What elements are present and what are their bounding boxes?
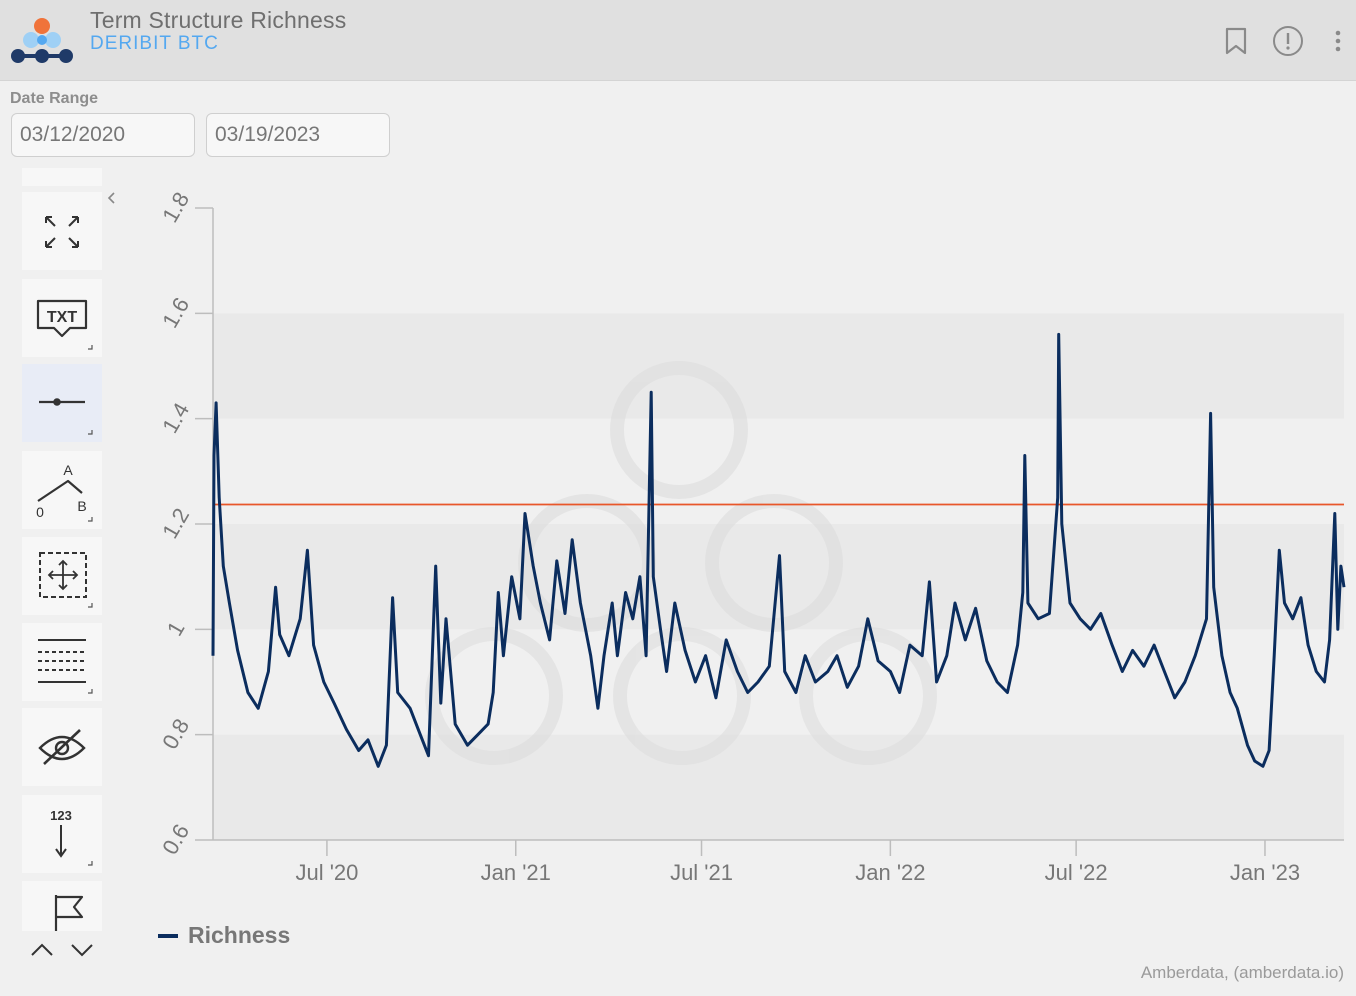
x-tick-label: Jul '22 [1045, 860, 1108, 885]
horizontal-line-icon [39, 398, 93, 435]
abc-pattern-tool[interactable]: A B 0 [22, 451, 102, 529]
start-date-input[interactable] [11, 113, 195, 157]
dashed-move-icon [39, 552, 93, 608]
x-tick-label: Jan '21 [481, 860, 551, 885]
bookmark-icon[interactable] [1221, 26, 1251, 56]
x-tick-label: Jan '23 [1230, 860, 1300, 885]
point-a-label: A [63, 462, 73, 478]
toolbar-top-strip [22, 168, 102, 186]
txt-callout-icon: TXT [36, 299, 93, 350]
dashed-lines-icon [38, 639, 93, 694]
date-range-label: Date Range [10, 90, 99, 107]
watermark-ring [799, 627, 937, 765]
y-tick-label: 1.2 [157, 504, 194, 543]
zigzag-abc-icon: A B 0 [36, 462, 93, 522]
legend-swatch [158, 934, 178, 938]
data-credit: Amberdata, (amberdata.io) [1140, 963, 1344, 982]
x-tick-label: Jul '20 [295, 860, 358, 885]
txt-label: TXT [47, 309, 77, 326]
end-date-input[interactable] [206, 113, 390, 157]
grid-band [213, 313, 1344, 419]
page-subtitle: DERIBIT BTC [90, 33, 219, 54]
y-tick-label: 1.6 [157, 293, 194, 332]
page-title: Term Structure Richness [90, 7, 347, 33]
point-0-label: 0 [36, 504, 44, 520]
grid-band [213, 734, 1344, 840]
zoom-pan-tool[interactable] [22, 537, 102, 615]
richness-series-line[interactable] [211, 332, 1346, 768]
info-alert-icon[interactable] [1272, 25, 1304, 57]
collapse-toolbar-icon[interactable] [105, 190, 119, 206]
y-tick-label: 1 [162, 617, 190, 640]
app-header: Term Structure Richness DERIBIT BTC [0, 0, 1356, 81]
amberdata-logo-icon [11, 18, 73, 63]
x-tick-label: Jul '21 [670, 860, 733, 885]
y-tick-label: 0.6 [157, 820, 194, 859]
x-tick-label: Jan '22 [855, 860, 925, 885]
down-arrow-count-icon: 123 [50, 808, 93, 866]
measure-tool[interactable]: 123 [22, 795, 102, 873]
scroll-down-icon[interactable] [68, 940, 96, 960]
legend-richness[interactable]: Richness [188, 922, 291, 948]
y-tick-label: 1.8 [157, 188, 194, 227]
text-annotation-tool[interactable]: TXT [22, 279, 102, 357]
scroll-up-icon[interactable] [28, 940, 56, 960]
toggle-visibility-tool[interactable] [22, 708, 102, 786]
horizontal-line-tool[interactable] [22, 364, 102, 442]
richness-chart[interactable]: Jul '20 Jan '21 Jul '21 Jan '22 Jul '22 Jan '… [122, 168, 1348, 908]
measure-label: 123 [50, 808, 72, 823]
watermark-ring [610, 361, 748, 499]
y-tick-label: 1.4 [157, 398, 194, 437]
point-b-label: B [77, 498, 86, 514]
y-tick-label: 0.8 [157, 714, 194, 753]
more-menu-icon[interactable] [1328, 26, 1348, 56]
flag-icon [54, 895, 84, 931]
gridlines-tool[interactable] [22, 623, 102, 701]
expand-arrows-icon [45, 216, 79, 248]
fullscreen-tool[interactable] [22, 192, 102, 270]
eye-off-icon [38, 729, 86, 765]
drawing-toolbar: TXT A B 0 [0, 168, 122, 996]
flag-tool[interactable] [22, 881, 102, 931]
